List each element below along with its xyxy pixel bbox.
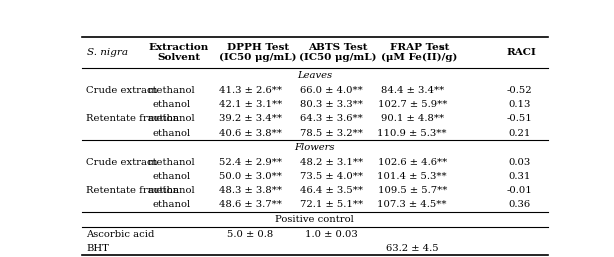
Text: 48.2 ± 3.1**: 48.2 ± 3.1** <box>300 158 363 167</box>
Text: methanol: methanol <box>148 86 196 95</box>
Text: 46.4 ± 3.5**: 46.4 ± 3.5** <box>300 186 363 195</box>
Text: Crude extract: Crude extract <box>86 86 157 95</box>
Text: 110.9 ± 5.3**: 110.9 ± 5.3** <box>378 129 447 138</box>
Text: 50.0 ± 3.0**: 50.0 ± 3.0** <box>219 172 282 181</box>
Text: DPPH Test
(IC50 μg/mL): DPPH Test (IC50 μg/mL) <box>219 43 297 62</box>
Text: ethanol: ethanol <box>153 129 191 138</box>
Text: Retentate fraction: Retentate fraction <box>86 114 179 123</box>
Text: -0.01: -0.01 <box>507 186 532 195</box>
Text: ethanol: ethanol <box>153 100 191 109</box>
Text: 1.0 ± 0.03: 1.0 ± 0.03 <box>305 230 358 238</box>
Text: Extraction
Solvent: Extraction Solvent <box>149 43 209 62</box>
Text: 48.3 ± 3.8**: 48.3 ± 3.8** <box>219 186 282 195</box>
Text: Leaves: Leaves <box>297 71 332 80</box>
Text: methanol: methanol <box>148 158 196 167</box>
Text: 0.36: 0.36 <box>508 200 530 209</box>
Text: 102.7 ± 5.9**: 102.7 ± 5.9** <box>378 100 447 109</box>
Text: 90.1 ± 4.8**: 90.1 ± 4.8** <box>381 114 444 123</box>
Text: 40.6 ± 3.8**: 40.6 ± 3.8** <box>219 129 282 138</box>
Text: 84.4 ± 3.4**: 84.4 ± 3.4** <box>381 86 444 95</box>
Text: Crude extract: Crude extract <box>86 158 157 167</box>
Text: S. nigra: S. nigra <box>87 48 128 57</box>
Text: 101.4 ± 5.3**: 101.4 ± 5.3** <box>378 172 447 181</box>
Text: a: a <box>440 44 445 52</box>
Text: -0.51: -0.51 <box>507 114 532 123</box>
Text: 0.31: 0.31 <box>508 172 530 181</box>
Text: BHT: BHT <box>86 244 109 253</box>
Text: 0.13: 0.13 <box>508 100 530 109</box>
Text: 48.6 ± 3.7**: 48.6 ± 3.7** <box>219 200 282 209</box>
Text: 72.1 ± 5.1**: 72.1 ± 5.1** <box>300 200 363 209</box>
Text: 107.3 ± 4.5**: 107.3 ± 4.5** <box>378 200 447 209</box>
Text: 78.5 ± 3.2**: 78.5 ± 3.2** <box>300 129 363 138</box>
Text: 39.2 ± 3.4**: 39.2 ± 3.4** <box>219 114 282 123</box>
Text: 63.2 ± 4.5: 63.2 ± 4.5 <box>386 244 438 253</box>
Text: methanol: methanol <box>148 186 196 195</box>
Text: 66.0 ± 4.0**: 66.0 ± 4.0** <box>300 86 363 95</box>
Text: 0.03: 0.03 <box>508 158 530 167</box>
Text: 5.0 ± 0.8: 5.0 ± 0.8 <box>227 230 274 238</box>
Text: -0.52: -0.52 <box>507 86 532 95</box>
Text: Ascorbic acid: Ascorbic acid <box>86 230 155 238</box>
Text: 73.5 ± 4.0**: 73.5 ± 4.0** <box>300 172 363 181</box>
Text: 41.3 ± 2.6**: 41.3 ± 2.6** <box>219 86 282 95</box>
Text: 42.1 ± 3.1**: 42.1 ± 3.1** <box>219 100 282 109</box>
Text: 109.5 ± 5.7**: 109.5 ± 5.7** <box>378 186 447 195</box>
Text: methanol: methanol <box>148 114 196 123</box>
Text: ABTS Test
(IC50 μg/mL): ABTS Test (IC50 μg/mL) <box>299 43 376 62</box>
Text: Flowers: Flowers <box>295 143 335 152</box>
Text: 64.3 ± 3.6**: 64.3 ± 3.6** <box>300 114 363 123</box>
Text: 80.3 ± 3.3**: 80.3 ± 3.3** <box>300 100 363 109</box>
Text: Positive control: Positive control <box>275 215 354 224</box>
Text: FRAP Test
(μM Fe(II)/g): FRAP Test (μM Fe(II)/g) <box>381 43 457 62</box>
Text: ethanol: ethanol <box>153 172 191 181</box>
Text: Retentate fraction: Retentate fraction <box>86 186 179 195</box>
Text: 52.4 ± 2.9**: 52.4 ± 2.9** <box>219 158 282 167</box>
Text: 102.6 ± 4.6**: 102.6 ± 4.6** <box>378 158 447 167</box>
Text: 0.21: 0.21 <box>508 129 530 138</box>
Text: ethanol: ethanol <box>153 200 191 209</box>
Text: RACI: RACI <box>507 48 537 57</box>
